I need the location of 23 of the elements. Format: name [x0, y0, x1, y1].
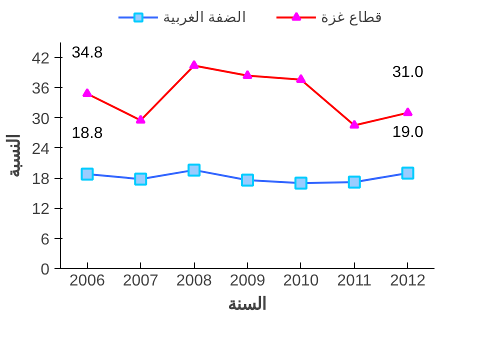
legend-label: الضفة الغربية	[162, 9, 246, 26]
y-tick-label: 36	[32, 80, 50, 98]
data-label: 19.0	[392, 124, 424, 142]
x-tick-label: 2007	[122, 272, 159, 290]
x-tick-label: 2010	[283, 272, 319, 290]
y-axis-title: النسبة	[4, 134, 24, 178]
x-tick-label: 2008	[176, 272, 212, 290]
x-tick-label: 2011	[337, 272, 372, 290]
x-tick-label: 2009	[230, 272, 266, 290]
x-tick-label: 2006	[69, 272, 106, 290]
y-tick-label: 42	[32, 50, 50, 68]
x-axis-title: السنة	[228, 294, 267, 314]
x-tick-label: 2012	[390, 272, 426, 290]
y-tick-label: 24	[32, 140, 50, 158]
y-tick-label: 6	[40, 231, 50, 248]
legend-label: قطاع غزة	[321, 9, 382, 26]
data-label: 31.0	[392, 64, 424, 81]
y-tick-label: 0	[40, 262, 50, 278]
data-label: 18.8	[72, 125, 103, 142]
y-tick-label: 12	[32, 201, 50, 218]
data-label: 34.8	[72, 44, 103, 62]
y-tick-label: 30	[32, 110, 50, 128]
y-tick-label: 18	[32, 171, 50, 188]
